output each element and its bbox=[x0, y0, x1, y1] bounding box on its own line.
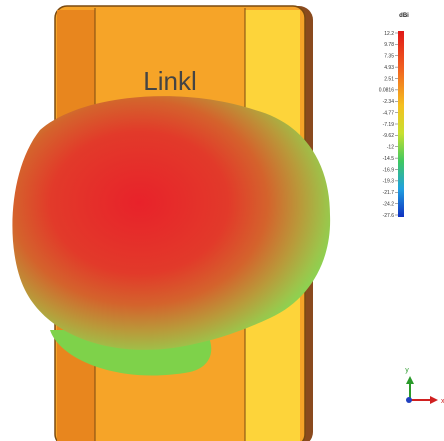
axis-y-label: y bbox=[405, 367, 409, 374]
legend-label: -2.34 bbox=[383, 99, 395, 105]
legend-label: 4.93 bbox=[384, 65, 394, 71]
legend-label: -21.7 bbox=[383, 190, 395, 196]
legend-label: 0.0816 bbox=[379, 88, 395, 94]
legend-unit: dBi bbox=[399, 13, 409, 19]
axis-x-label: x bbox=[441, 398, 444, 405]
legend-label: -19.3 bbox=[383, 179, 395, 185]
legend-label: 7.35 bbox=[384, 54, 394, 60]
legend-label: -7.19 bbox=[383, 122, 395, 128]
legend-label: 9.78 bbox=[384, 42, 394, 48]
legend-label: -4.77 bbox=[383, 110, 395, 116]
legend-label: -14.5 bbox=[383, 156, 395, 162]
legend-label: -27.6 bbox=[383, 213, 395, 219]
legend-label: -9.62 bbox=[383, 133, 395, 139]
legend-label: -24.2 bbox=[383, 201, 395, 207]
color-legend: dBi 12.2 9.78 7.35 4.93 2.51 0.0816 -2.34 -4.77… bbox=[379, 13, 409, 219]
legend-label: 2.51 bbox=[384, 76, 394, 82]
brand-label: Linkl bbox=[143, 66, 196, 96]
legend-label: 12.2 bbox=[384, 31, 394, 37]
legend-label: -16.9 bbox=[383, 167, 395, 173]
radiation-pattern bbox=[12, 96, 331, 376]
legend-label: -12 bbox=[387, 145, 394, 151]
axis-triad: y x bbox=[405, 367, 444, 405]
